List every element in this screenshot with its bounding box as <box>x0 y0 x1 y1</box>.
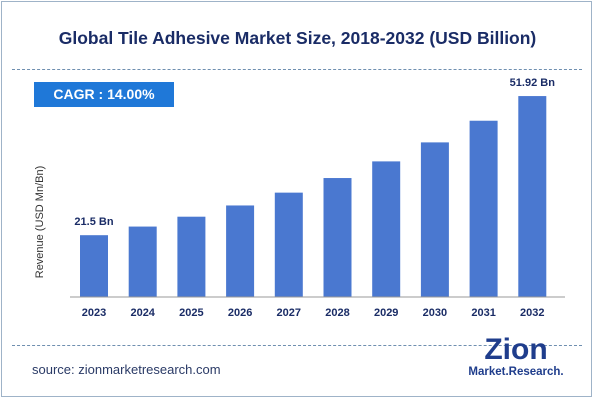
x-tick-2029: 2029 <box>374 307 398 319</box>
bar-2032 <box>518 96 547 297</box>
x-tick-2030: 2030 <box>423 307 447 319</box>
bar-2031 <box>469 120 498 297</box>
bar-2028 <box>323 178 352 297</box>
x-tick-2025: 2025 <box>179 307 203 319</box>
logo-subtitle: Market.Research. <box>468 366 564 378</box>
data-label-2023: 21.5 Bn <box>74 216 113 228</box>
x-tick-2024: 2024 <box>130 307 155 319</box>
x-tick-2023: 2023 <box>82 307 106 319</box>
x-tick-labels: 2023 2024 2025 2026 2027 2028 2029 2030 2031 2032 <box>82 307 545 319</box>
x-tick-2031: 2031 <box>471 307 495 319</box>
cagr-badge: CAGR : 14.00% <box>34 82 174 107</box>
logo-wordmark: Zion <box>484 333 548 366</box>
bar-2023 <box>80 235 108 297</box>
bar-2024 <box>128 226 157 297</box>
zion-logo: Zion Market.Research. <box>462 333 570 388</box>
bar-2030 <box>420 142 449 297</box>
data-labels: 21.5 Bn 51.92 Bn <box>74 77 555 228</box>
bar-2027 <box>274 192 303 297</box>
bar-2026 <box>226 205 255 297</box>
x-tick-2032: 2032 <box>520 307 544 319</box>
data-label-2032: 51.92 Bn <box>510 77 556 89</box>
chart-title: Global Tile Adhesive Market Size, 2018-2… <box>58 28 537 48</box>
x-tick-2028: 2028 <box>325 307 349 319</box>
x-tick-2027: 2027 <box>277 307 301 319</box>
bars-group <box>80 96 547 297</box>
source-text: source: zionmarketresearch.com <box>32 362 221 377</box>
bottom-dashed-divider <box>12 345 582 346</box>
bar-2025 <box>177 216 206 297</box>
bar-2029 <box>372 161 401 297</box>
top-dashed-divider <box>12 69 582 70</box>
x-tick-2026: 2026 <box>228 307 252 319</box>
